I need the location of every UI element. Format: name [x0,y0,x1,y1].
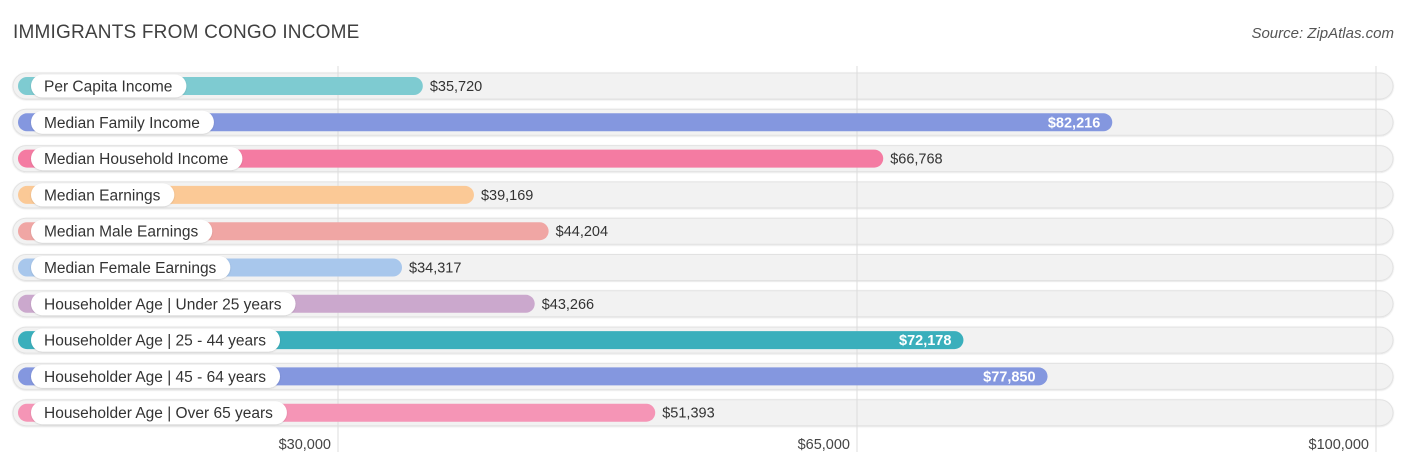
chart-title: IMMIGRANTS FROM CONGO INCOME [13,22,360,43]
bar-label-pill [31,147,243,171]
bar-label: Householder Age | 25 - 44 years [44,333,266,350]
x-tick-label: $65,000 [798,437,850,453]
bar-label: Householder Age | Under 25 years [44,296,282,313]
value-label: $43,266 [542,297,594,313]
bar-label: Median Earnings [44,187,161,204]
value-label: $82,216 [1048,115,1100,131]
bar-label: Median Family Income [44,115,200,132]
source-note: Source: ZipAtlas.com [1251,25,1394,42]
bar-label: Householder Age | Over 65 years [44,405,273,422]
bar-label-pill [31,328,281,352]
x-tick-label: $30,000 [279,437,331,453]
bar-label-pill [31,110,214,134]
x-tick-label: $100,000 [1309,437,1369,453]
bar-label-pill [31,364,281,388]
value-label: $51,393 [662,406,714,422]
bar-label: Householder Age | 45 - 64 years [44,369,266,386]
bar [18,113,1113,132]
value-label: $72,178 [899,333,951,349]
bar-label-pill [31,74,187,98]
bar-label: Per Capita Income [44,79,172,96]
value-label: $34,317 [409,261,461,277]
bar-label-pill [31,219,213,243]
value-label: $66,768 [890,152,942,168]
value-label: $44,204 [556,224,608,240]
bar-label-pill [31,183,175,207]
bar-label-pill [31,256,231,279]
bar-label: Median Household Income [44,151,228,168]
bar-label-pill [31,401,287,425]
value-label: $35,720 [430,79,482,95]
bar-label-pill [31,292,296,316]
value-label: $39,169 [481,188,533,204]
bar-label: Median Male Earnings [44,224,198,241]
bar-label: Median Female Earnings [44,260,217,277]
value-label: $77,850 [983,369,1035,385]
